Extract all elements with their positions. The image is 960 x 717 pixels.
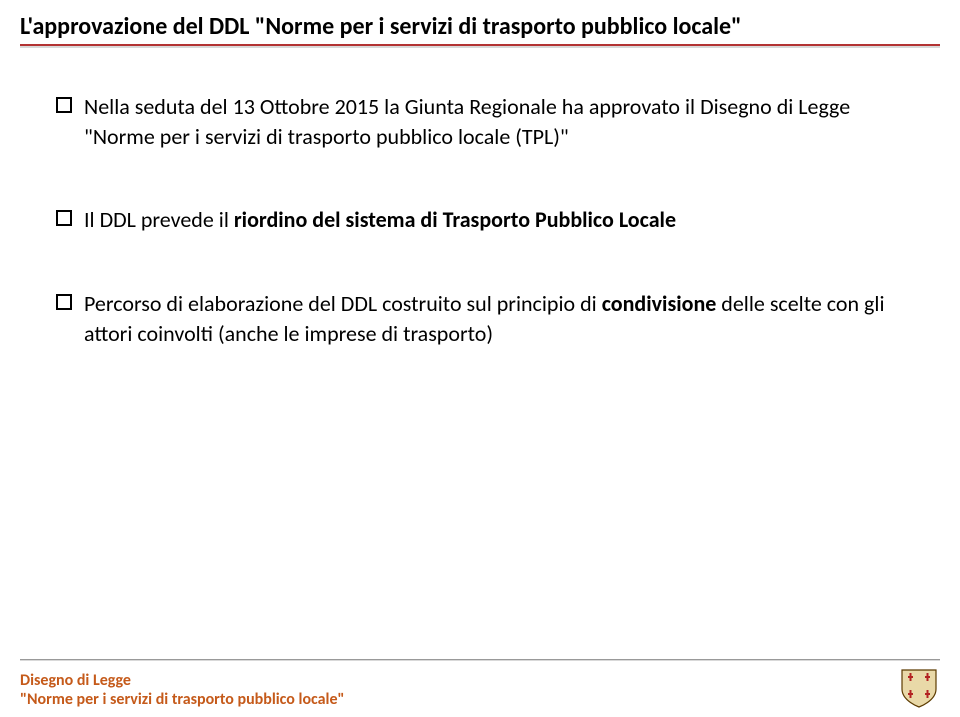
footer: Disegno di Legge "Norme per i servizi di… (20, 667, 940, 709)
slide: L'approvazione del DDL "Norme per i serv… (0, 0, 960, 717)
bullet-text: Il DDL prevede il riordino del sistema d… (84, 205, 904, 235)
bullet-text: Percorso di elaborazione del DDL costrui… (84, 289, 904, 348)
title-divider (20, 44, 940, 48)
bullet-row: Percorso di elaborazione del DDL costrui… (56, 289, 904, 348)
bullet-row: Il DDL prevede il riordino del sistema d… (56, 205, 904, 235)
checkbox-icon (56, 294, 72, 310)
bullet-text: Nella seduta del 13 Ottobre 2015 la Giun… (84, 92, 904, 151)
content-area: Nella seduta del 13 Ottobre 2015 la Giun… (56, 92, 904, 402)
footer-text: Disegno di Legge "Norme per i servizi di… (20, 671, 345, 709)
checkbox-icon (56, 97, 72, 113)
checkbox-icon (56, 210, 72, 226)
slide-title: L'approvazione del DDL "Norme per i serv… (20, 12, 742, 41)
footer-logo (898, 667, 940, 709)
footer-line2: "Norme per i servizi di trasporto pubbli… (20, 690, 345, 709)
footer-divider (20, 659, 940, 661)
footer-line1: Disegno di Legge (20, 671, 345, 690)
bullet-row: Nella seduta del 13 Ottobre 2015 la Giun… (56, 92, 904, 151)
